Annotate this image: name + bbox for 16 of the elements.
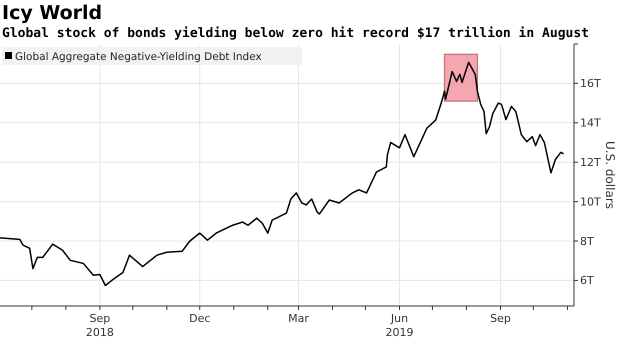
- chart-subtitle: Global stock of bonds yielding below zero hit record $17 trillion in August: [2, 26, 589, 41]
- y-tick-label: 6T: [580, 274, 594, 288]
- y-tick-label: 8T: [580, 234, 594, 248]
- y-tick-label: 12T: [580, 156, 601, 170]
- x-tick-label: Mar: [288, 312, 310, 325]
- legend-label: Global Aggregate Negative-Yielding Debt Index: [15, 51, 262, 63]
- x-tick-label: Jun 2019: [385, 312, 414, 339]
- x-tick-label: Dec: [189, 312, 210, 325]
- y-tick-label: 10T: [580, 195, 601, 208]
- x-tick-label: Sep 2018: [86, 312, 114, 339]
- y-tick-label: 14T: [580, 116, 601, 130]
- line-series: [0, 62, 564, 286]
- y-tick-label: 16T: [580, 77, 601, 90]
- chart-title: Icy World: [2, 2, 102, 24]
- x-tick-label: Sep: [490, 312, 511, 325]
- y-axis-title: U.S. dollars: [603, 140, 617, 210]
